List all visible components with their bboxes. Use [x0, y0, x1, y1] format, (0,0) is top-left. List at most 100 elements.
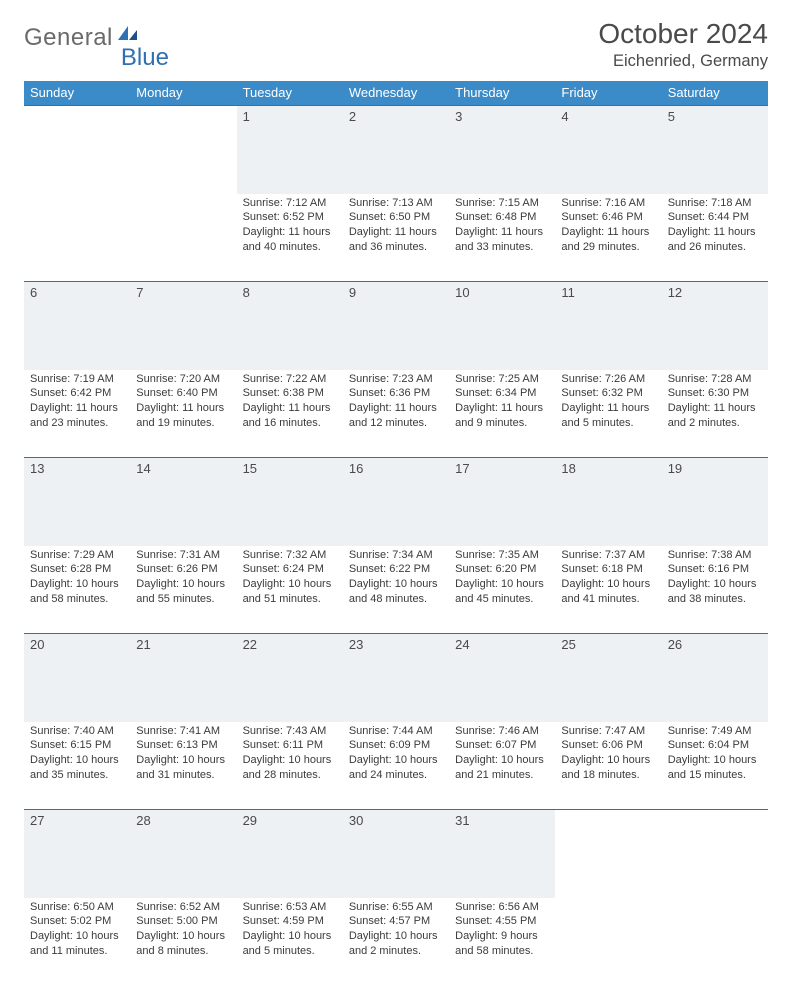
sunrise-text: Sunrise: 6:56 AM	[455, 900, 551, 915]
day-number: 20	[24, 634, 130, 655]
day-number: 3	[449, 106, 555, 127]
day-number-cell: 8	[237, 282, 343, 370]
day-number: 29	[237, 810, 343, 831]
day-number: 28	[130, 810, 236, 831]
daylight-text: Daylight: 10 hours and 55 minutes.	[136, 577, 232, 607]
daylight-text: Daylight: 10 hours and 35 minutes.	[30, 753, 126, 783]
sunset-text: Sunset: 6:26 PM	[136, 562, 232, 577]
daylight-text: Daylight: 10 hours and 31 minutes.	[136, 753, 232, 783]
day-cell: Sunrise: 7:13 AMSunset: 6:50 PMDaylight:…	[343, 194, 449, 282]
day-cell	[130, 194, 236, 282]
location-label: Eichenried, Germany	[598, 52, 768, 71]
day-cell: Sunrise: 7:35 AMSunset: 6:20 PMDaylight:…	[449, 546, 555, 634]
sunset-text: Sunset: 6:40 PM	[136, 386, 232, 401]
day-number: 8	[237, 282, 343, 303]
day-number: 2	[343, 106, 449, 127]
day-number: 14	[130, 458, 236, 479]
day-cell: Sunrise: 7:40 AMSunset: 6:15 PMDaylight:…	[24, 722, 130, 810]
daylight-text: Daylight: 10 hours and 41 minutes.	[561, 577, 657, 607]
day-number-cell: 30	[343, 810, 449, 898]
sunrise-text: Sunrise: 7:47 AM	[561, 724, 657, 739]
daylight-text: Daylight: 11 hours and 2 minutes.	[668, 401, 764, 431]
day-number-cell: 11	[555, 282, 661, 370]
daylight-text: Daylight: 11 hours and 26 minutes.	[668, 225, 764, 255]
daylight-text: Daylight: 10 hours and 15 minutes.	[668, 753, 764, 783]
week-daynum-row: 12345	[24, 106, 768, 194]
sunrise-text: Sunrise: 7:25 AM	[455, 372, 551, 387]
day-number-cell: 20	[24, 634, 130, 722]
daylight-text: Daylight: 10 hours and 8 minutes.	[136, 929, 232, 959]
day-number-cell: 19	[662, 458, 768, 546]
daylight-text: Daylight: 10 hours and 21 minutes.	[455, 753, 551, 783]
sunset-text: Sunset: 6:22 PM	[349, 562, 445, 577]
sunset-text: Sunset: 6:52 PM	[243, 210, 339, 225]
logo: General Blue	[24, 24, 169, 70]
day-header: Tuesday	[237, 81, 343, 106]
week-content-row: Sunrise: 7:29 AMSunset: 6:28 PMDaylight:…	[24, 546, 768, 634]
day-number-cell: 7	[130, 282, 236, 370]
sunset-text: Sunset: 5:00 PM	[136, 914, 232, 929]
day-cell: Sunrise: 6:56 AMSunset: 4:55 PMDaylight:…	[449, 898, 555, 986]
day-number: 7	[130, 282, 236, 303]
day-number-cell: 6	[24, 282, 130, 370]
day-cell: Sunrise: 7:41 AMSunset: 6:13 PMDaylight:…	[130, 722, 236, 810]
day-cell	[24, 194, 130, 282]
week-daynum-row: 2728293031	[24, 810, 768, 898]
sunrise-text: Sunrise: 7:26 AM	[561, 372, 657, 387]
day-number-cell	[555, 810, 661, 898]
sunset-text: Sunset: 4:59 PM	[243, 914, 339, 929]
sunset-text: Sunset: 6:11 PM	[243, 738, 339, 753]
day-number: 24	[449, 634, 555, 655]
day-number: 30	[343, 810, 449, 831]
day-number: 4	[555, 106, 661, 127]
sunrise-text: Sunrise: 7:18 AM	[668, 196, 764, 211]
day-cell: Sunrise: 7:18 AMSunset: 6:44 PMDaylight:…	[662, 194, 768, 282]
daylight-text: Daylight: 10 hours and 45 minutes.	[455, 577, 551, 607]
day-number-cell: 17	[449, 458, 555, 546]
sunset-text: Sunset: 6:50 PM	[349, 210, 445, 225]
day-number: 13	[24, 458, 130, 479]
day-number-cell: 31	[449, 810, 555, 898]
day-number: 6	[24, 282, 130, 303]
calendar-table: SundayMondayTuesdayWednesdayThursdayFrid…	[24, 81, 768, 986]
sunrise-text: Sunrise: 7:41 AM	[136, 724, 232, 739]
day-cell: Sunrise: 7:23 AMSunset: 6:36 PMDaylight:…	[343, 370, 449, 458]
sunrise-text: Sunrise: 7:34 AM	[349, 548, 445, 563]
day-cell: Sunrise: 7:29 AMSunset: 6:28 PMDaylight:…	[24, 546, 130, 634]
day-header: Thursday	[449, 81, 555, 106]
sunset-text: Sunset: 6:06 PM	[561, 738, 657, 753]
day-number: 16	[343, 458, 449, 479]
sunrise-text: Sunrise: 7:38 AM	[668, 548, 764, 563]
day-cell	[662, 898, 768, 986]
sunrise-text: Sunrise: 7:13 AM	[349, 196, 445, 211]
day-number-cell: 3	[449, 106, 555, 194]
sunrise-text: Sunrise: 7:35 AM	[455, 548, 551, 563]
header: General Blue October 2024 Eichenried, Ge…	[24, 18, 768, 71]
sunset-text: Sunset: 6:04 PM	[668, 738, 764, 753]
day-header: Monday	[130, 81, 236, 106]
day-cell: Sunrise: 7:19 AMSunset: 6:42 PMDaylight:…	[24, 370, 130, 458]
sunrise-text: Sunrise: 7:22 AM	[243, 372, 339, 387]
sunset-text: Sunset: 6:13 PM	[136, 738, 232, 753]
day-cell: Sunrise: 6:52 AMSunset: 5:00 PMDaylight:…	[130, 898, 236, 986]
title-block: October 2024 Eichenried, Germany	[598, 18, 768, 71]
day-cell: Sunrise: 7:20 AMSunset: 6:40 PMDaylight:…	[130, 370, 236, 458]
day-cell: Sunrise: 6:55 AMSunset: 4:57 PMDaylight:…	[343, 898, 449, 986]
day-number-cell: 1	[237, 106, 343, 194]
sunset-text: Sunset: 6:20 PM	[455, 562, 551, 577]
day-number: 17	[449, 458, 555, 479]
sunset-text: Sunset: 6:36 PM	[349, 386, 445, 401]
daylight-text: Daylight: 11 hours and 36 minutes.	[349, 225, 445, 255]
sunrise-text: Sunrise: 6:50 AM	[30, 900, 126, 915]
day-cell: Sunrise: 7:38 AMSunset: 6:16 PMDaylight:…	[662, 546, 768, 634]
sunset-text: Sunset: 6:16 PM	[668, 562, 764, 577]
week-daynum-row: 20212223242526	[24, 634, 768, 722]
day-number-cell: 13	[24, 458, 130, 546]
day-number: 12	[662, 282, 768, 303]
day-number: 18	[555, 458, 661, 479]
sunrise-text: Sunrise: 6:52 AM	[136, 900, 232, 915]
day-number-cell: 16	[343, 458, 449, 546]
day-header-row: SundayMondayTuesdayWednesdayThursdayFrid…	[24, 81, 768, 106]
day-number-cell	[662, 810, 768, 898]
day-cell: Sunrise: 7:25 AMSunset: 6:34 PMDaylight:…	[449, 370, 555, 458]
